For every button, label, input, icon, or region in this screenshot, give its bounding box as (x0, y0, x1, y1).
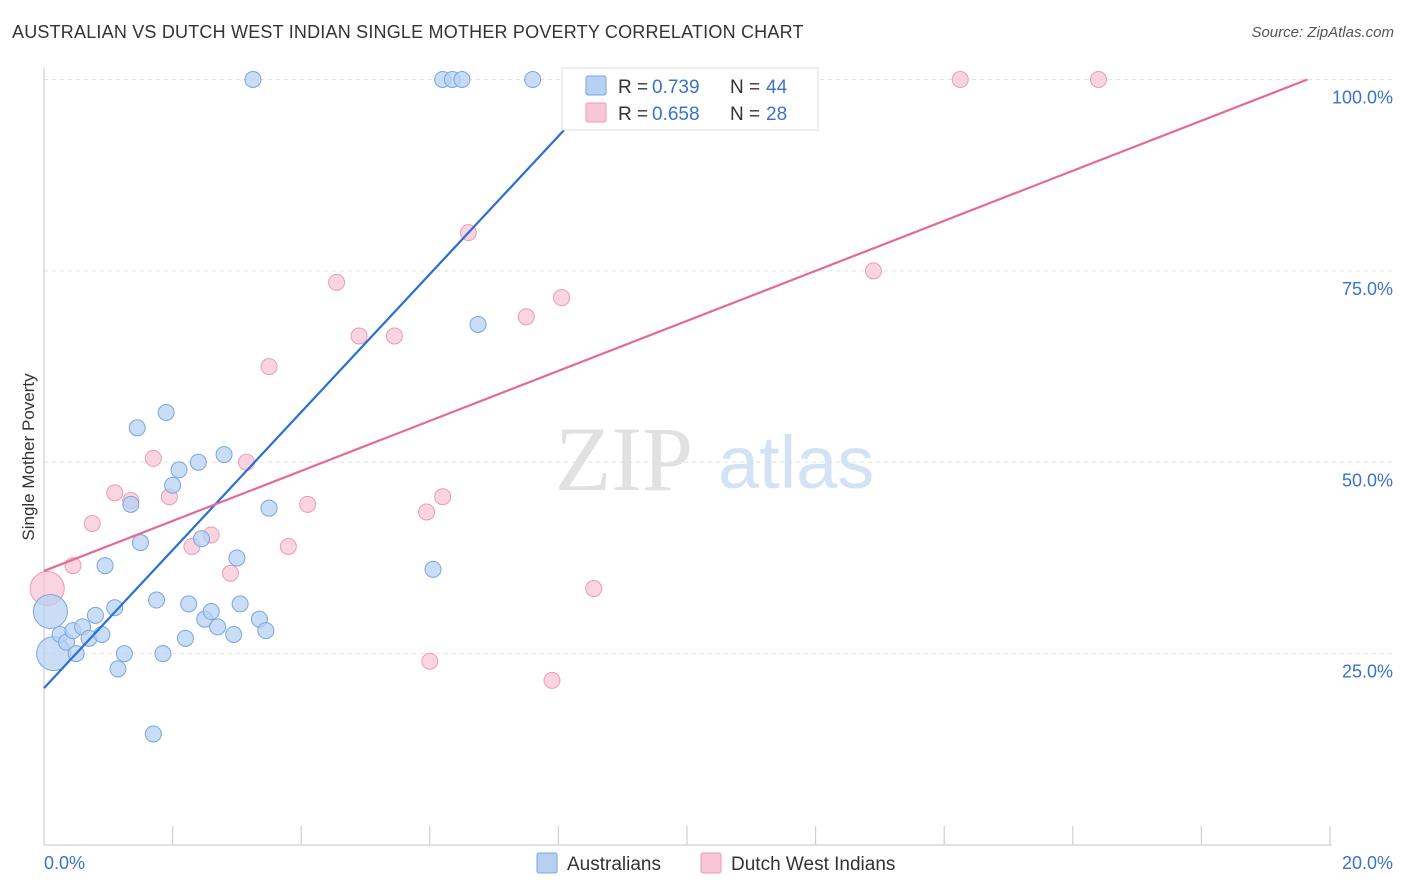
legend-pink-r-value: 0.658 (652, 104, 700, 125)
point-dutch-west-indians-3 (106, 484, 124, 502)
series-legend: Australians Dutch West Indians (536, 852, 895, 875)
point-dutch-west-indians-10 (238, 453, 256, 471)
legend-pink-n-value: 28 (766, 104, 787, 125)
legend-blue-n-label: N = (730, 77, 760, 98)
legend-swatch-pink (585, 102, 607, 123)
trendline-australians (43, 128, 566, 689)
chart-title: AUSTRALIAN VS DUTCH WEST INDIAN SINGLE M… (12, 22, 804, 42)
point-dutch-west-indians-5 (144, 449, 162, 467)
series-dutch-west-indians-points (29, 71, 1108, 689)
point-dutch-west-indians-15 (350, 327, 368, 345)
point-australians-8 (86, 606, 104, 624)
y-tick-label-100: 100.0% (1332, 88, 1393, 108)
point-australians-16 (131, 534, 149, 552)
point-australians-25 (189, 453, 207, 471)
point-dutch-west-indians-9 (221, 564, 239, 582)
point-australians-14 (122, 495, 140, 513)
point-australians-36 (257, 622, 275, 640)
point-australians-34 (244, 71, 262, 88)
point-dutch-west-indians-22 (543, 671, 561, 689)
point-dutch-west-indians-24 (585, 580, 603, 598)
point-dutch-west-indians-14 (328, 273, 346, 291)
legend-pink-n-label: N = (730, 104, 760, 125)
point-australians-24 (180, 595, 198, 613)
legend-blue-n-value: 44 (766, 77, 788, 98)
legend-dutch-west-indians-label: Dutch West Indians (731, 854, 895, 875)
legend-dutch-west-indians-swatch (700, 852, 722, 874)
legend-blue-r-value: 0.739 (652, 77, 700, 98)
point-australians-33 (231, 595, 249, 613)
legend-australians-swatch (536, 852, 558, 874)
gridlines (44, 79, 1393, 655)
point-australians-32 (228, 549, 246, 567)
point-australians-43 (524, 71, 542, 88)
point-dutch-west-indians-25 (864, 262, 882, 280)
point-australians-37 (260, 499, 278, 517)
point-australians-18 (148, 591, 166, 609)
y-axis-label: Single Mother Poverty (19, 373, 38, 541)
y-tick-labels: 25.0% 50.0% 75.0% 100.0% (1332, 88, 1393, 682)
y-tick-label-50: 50.0% (1342, 470, 1393, 490)
point-australians-41 (453, 71, 471, 88)
point-australians-29 (209, 618, 227, 636)
point-australians-28 (202, 603, 220, 621)
x-tick-label-max: 20.0% (1342, 853, 1393, 873)
point-australians-23 (176, 629, 194, 647)
point-australians-15 (128, 419, 146, 437)
point-dutch-west-indians-19 (434, 488, 452, 506)
legend-pink-r-label: R = (618, 104, 648, 125)
x-tick-label-min: 0.0% (44, 853, 85, 873)
watermark: ZIP atlas (555, 408, 874, 510)
watermark-zip: ZIP (555, 408, 693, 510)
point-australians-0 (32, 594, 68, 630)
point-dutch-west-indians-13 (299, 495, 317, 513)
point-australians-30 (215, 446, 233, 464)
point-dutch-west-indians-16 (385, 327, 403, 345)
y-tick-label-75: 75.0% (1342, 279, 1393, 299)
stats-legend: R = 0.739 N = 44 R = 0.658 N = 28 (561, 67, 819, 131)
x-tick-marks (172, 826, 1331, 845)
point-australians-42 (469, 315, 487, 333)
point-dutch-west-indians-11 (260, 358, 278, 376)
point-australians-12 (109, 660, 127, 678)
point-australians-17 (144, 725, 162, 743)
point-dutch-west-indians-26 (951, 71, 969, 88)
point-dutch-west-indians-18 (421, 652, 439, 670)
point-australians-19 (154, 645, 172, 663)
point-australians-10 (96, 557, 114, 575)
point-australians-21 (164, 476, 182, 494)
legend-swatch-blue (585, 75, 607, 96)
y-tick-label-25: 25.0% (1342, 662, 1393, 682)
point-dutch-west-indians-21 (517, 308, 535, 326)
point-australians-26 (193, 530, 211, 548)
point-australians-20 (157, 403, 175, 421)
legend-australians-label: Australians (567, 854, 661, 875)
trendline-dutch-west-indians (43, 78, 1308, 572)
point-dutch-west-indians-27 (1090, 71, 1108, 88)
point-dutch-west-indians-23 (553, 289, 571, 307)
source-label: Source: ZipAtlas.com (1251, 24, 1394, 41)
point-australians-9 (93, 625, 111, 643)
watermark-atlas: atlas (718, 421, 874, 504)
point-australians-13 (115, 645, 133, 663)
point-dutch-west-indians-12 (279, 537, 297, 555)
point-australians-31 (225, 625, 243, 643)
trendlines (43, 78, 1308, 689)
axes (43, 68, 1332, 846)
point-australians-22 (170, 461, 188, 479)
point-australians-38 (424, 560, 442, 578)
legend-blue-r-label: R = (618, 77, 648, 98)
point-australians-11 (106, 599, 124, 617)
point-dutch-west-indians-17 (418, 503, 436, 521)
point-dutch-west-indians-2 (83, 514, 101, 532)
